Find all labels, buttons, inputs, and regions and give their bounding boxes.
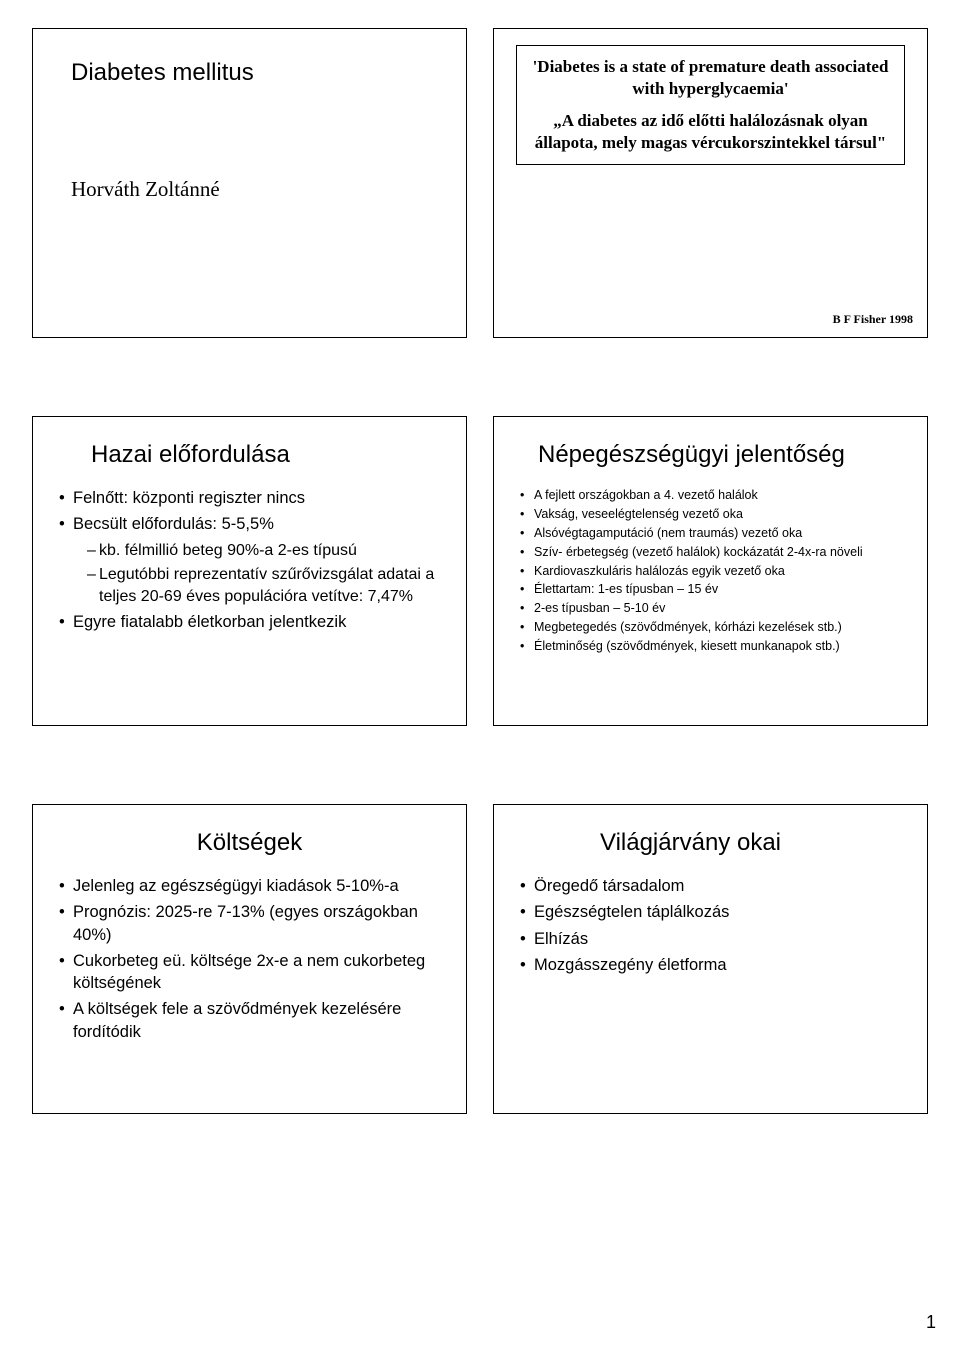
slide-row-1: Diabetes mellitus Horváth Zoltánné 'Diab… — [32, 28, 928, 338]
slide-4-list: A fejlett országokban a 4. vezető halálo… — [520, 487, 911, 655]
quote-english: 'Diabetes is a state of premature death … — [529, 56, 892, 100]
sub-list-item: Legutóbbi reprezentatív szűrővizsgálat a… — [87, 564, 450, 607]
quote-box: 'Diabetes is a state of premature death … — [516, 45, 905, 165]
sub-list-item: kb. félmillió beteg 90%-a 2-es típusú — [87, 540, 450, 562]
list-item: Jelenleg az egészségügyi kiadások 5-10%-… — [59, 875, 450, 897]
list-item: Életminőség (szövődmények, kiesett munka… — [520, 638, 911, 655]
quote-hungarian: „A diabetes az idő előtti halálozásnak o… — [529, 110, 892, 154]
slide-vilagjarvany: Világjárvány okai Öregedő társadalom Egé… — [493, 804, 928, 1114]
list-item: Egyre fiatalabb életkorban jelentkezik — [59, 611, 450, 633]
sub-list: kb. félmillió beteg 90%-a 2-es típusú Le… — [87, 540, 450, 608]
list-item: 2-es típusban – 5-10 év — [520, 600, 911, 617]
list-item: Alsóvégtagamputáció (nem traumás) vezető… — [520, 525, 911, 542]
list-item: Öregedő társadalom — [520, 875, 911, 897]
list-item-text: Becsült előfordulás: 5-5,5% — [73, 515, 274, 533]
list-item: Felnőtt: központi regiszter nincs — [59, 487, 450, 509]
list-item: Egészségtelen táplálkozás — [520, 901, 911, 923]
slide-5-title: Költségek — [49, 829, 450, 857]
list-item: A fejlett országokban a 4. vezető halálo… — [520, 487, 911, 504]
list-item: Cukorbeteg eü. költsége 2x-e a nem cukor… — [59, 950, 450, 995]
list-item: Szív- érbetegség (vezető halálok) kockáz… — [520, 544, 911, 561]
list-item: Elhízás — [520, 928, 911, 950]
author-name: Horváth Zoltánné — [71, 177, 450, 202]
list-item: Becsült előfordulás: 5-5,5% kb. félmilli… — [59, 513, 450, 607]
slide-6-list: Öregedő társadalom Egészségtelen táplálk… — [520, 875, 911, 976]
slide-3-title: Hazai előfordulása — [91, 441, 450, 469]
slide-hazai: Hazai előfordulása Felnőtt: központi reg… — [32, 416, 467, 726]
quote-attribution: B F Fisher 1998 — [833, 312, 913, 327]
slide-6-title: Világjárvány okai — [600, 829, 911, 857]
slide-5-list: Jelenleg az egészségügyi kiadások 5-10%-… — [59, 875, 450, 1043]
list-item: Kardiovaszkuláris halálozás egyik vezető… — [520, 563, 911, 580]
list-item: Prognózis: 2025-re 7-13% (egyes országok… — [59, 901, 450, 946]
slide-koltsegek: Költségek Jelenleg az egészségügyi kiadá… — [32, 804, 467, 1114]
slide-row-3: Költségek Jelenleg az egészségügyi kiadá… — [32, 804, 928, 1114]
page-number: 1 — [926, 1312, 936, 1333]
list-item: Megbetegedés (szövődmények, kórházi keze… — [520, 619, 911, 636]
slide-4-title: Népegészségügyi jelentőség — [538, 441, 911, 469]
list-item: Élettartam: 1-es típusban – 15 év — [520, 581, 911, 598]
slide-3-list: Felnőtt: központi regiszter nincs Becsül… — [59, 487, 450, 634]
slide-row-2: Hazai előfordulása Felnőtt: központi reg… — [32, 416, 928, 726]
slide-quote: 'Diabetes is a state of premature death … — [493, 28, 928, 338]
slide-nepegeszseg: Népegészségügyi jelentőség A fejlett ors… — [493, 416, 928, 726]
list-item: Mozgásszegény életforma — [520, 954, 911, 976]
slide-1-title: Diabetes mellitus — [71, 59, 450, 87]
list-item: A költségek fele a szövődmények kezelésé… — [59, 998, 450, 1043]
list-item: Vakság, veseelégtelenség vezető oka — [520, 506, 911, 523]
slide-title-slide: Diabetes mellitus Horváth Zoltánné — [32, 28, 467, 338]
